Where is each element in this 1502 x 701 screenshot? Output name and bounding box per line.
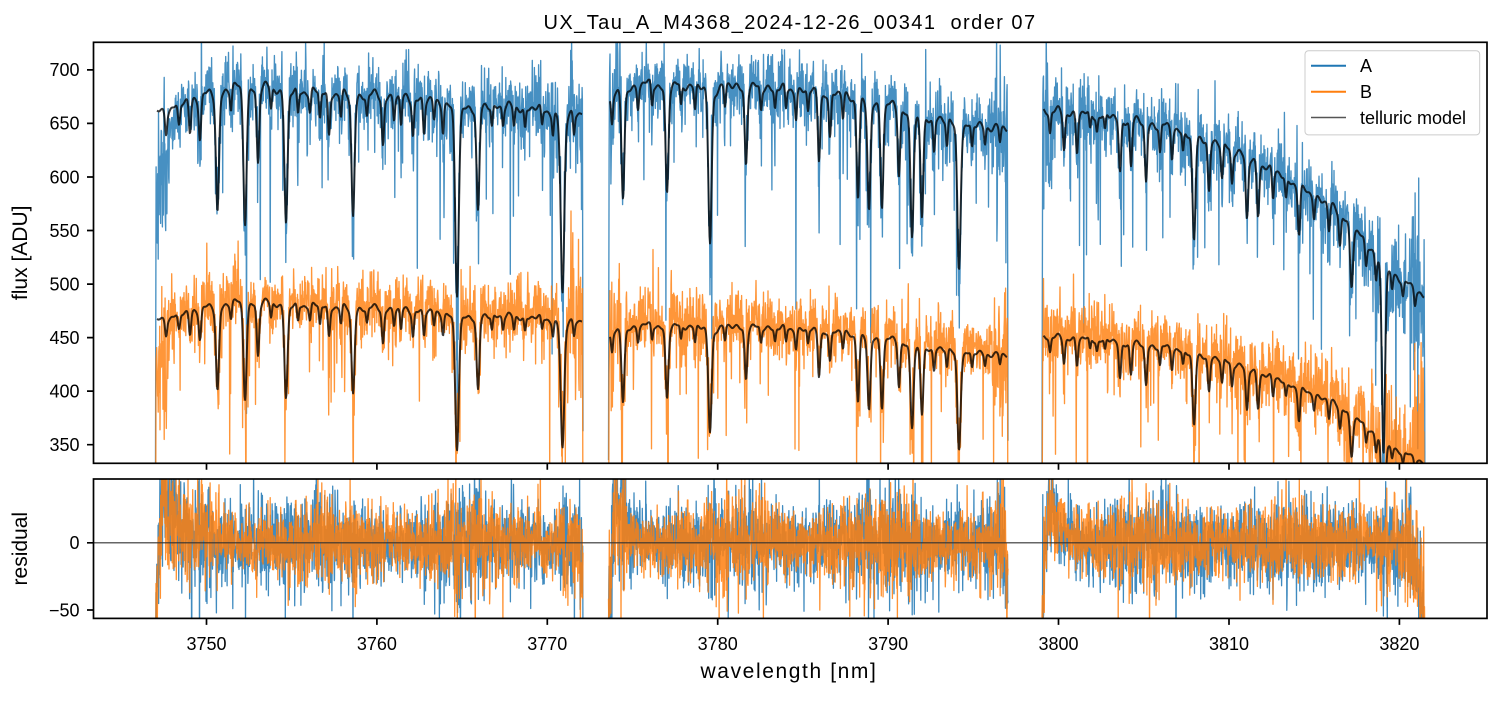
svg-text:400: 400 bbox=[49, 381, 79, 401]
svg-text:3790: 3790 bbox=[868, 634, 908, 654]
svg-text:3820: 3820 bbox=[1379, 634, 1419, 654]
svg-text:3760: 3760 bbox=[357, 634, 397, 654]
svg-text:B: B bbox=[1360, 82, 1372, 102]
svg-text:3810: 3810 bbox=[1209, 634, 1249, 654]
svg-text:wavelength [nm]: wavelength [nm] bbox=[700, 660, 878, 683]
svg-text:450: 450 bbox=[49, 328, 79, 348]
svg-text:0: 0 bbox=[69, 533, 79, 553]
svg-text:550: 550 bbox=[49, 221, 79, 241]
svg-text:500: 500 bbox=[49, 274, 79, 294]
svg-text:UX_Tau_A_M4368_2024-12-26_0034: UX_Tau_A_M4368_2024-12-26_00341 order 07 bbox=[543, 12, 1036, 34]
svg-text:3800: 3800 bbox=[1038, 634, 1078, 654]
svg-text:3780: 3780 bbox=[698, 634, 738, 654]
svg-text:3750: 3750 bbox=[186, 634, 226, 654]
svg-text:telluric model: telluric model bbox=[1360, 108, 1466, 128]
svg-text:650: 650 bbox=[49, 114, 79, 134]
svg-text:A: A bbox=[1360, 56, 1372, 76]
svg-text:−50: −50 bbox=[49, 600, 80, 620]
svg-text:600: 600 bbox=[49, 167, 79, 187]
svg-text:3770: 3770 bbox=[527, 634, 567, 654]
svg-text:residual: residual bbox=[9, 512, 32, 586]
svg-text:700: 700 bbox=[49, 60, 79, 80]
svg-text:flux [ADU]: flux [ADU] bbox=[9, 206, 32, 301]
svg-text:350: 350 bbox=[49, 435, 79, 455]
